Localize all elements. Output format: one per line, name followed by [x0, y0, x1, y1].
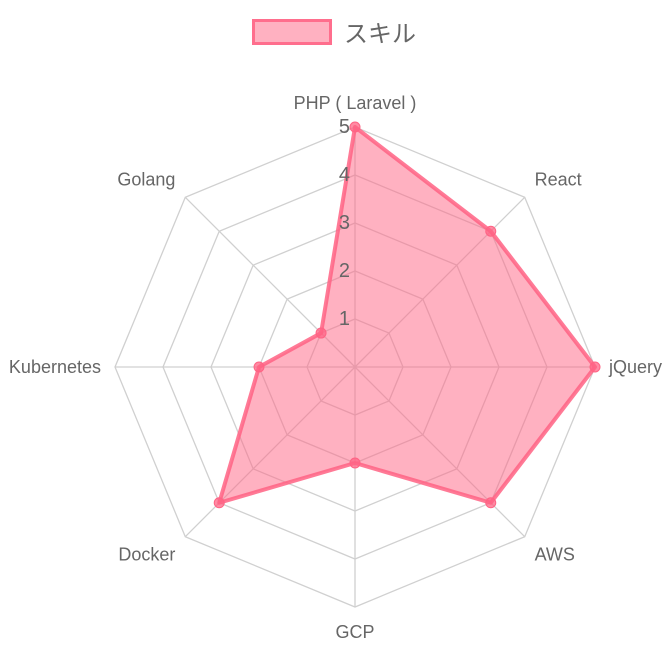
- legend[interactable]: スキル: [0, 14, 668, 49]
- tick-label: 2: [339, 260, 350, 282]
- tick-label: 5: [339, 116, 350, 138]
- data-point: [213, 497, 225, 509]
- category-label: PHP ( Laravel ): [294, 93, 417, 113]
- data-point: [349, 121, 361, 133]
- category-label: GCP: [335, 622, 374, 642]
- category-label: AWS: [535, 545, 575, 565]
- category-label: Kubernetes: [9, 357, 101, 377]
- legend-swatch: [252, 18, 332, 45]
- data-point: [315, 327, 327, 339]
- tick-label: 1: [339, 308, 350, 330]
- category-label: Golang: [117, 169, 175, 189]
- category-label: Docker: [118, 545, 175, 565]
- category-label: React: [535, 169, 582, 189]
- tick-label: 3: [339, 212, 350, 234]
- legend-label: スキル: [344, 21, 416, 48]
- data-point: [485, 497, 497, 509]
- data-point: [589, 361, 601, 373]
- data-point: [253, 361, 265, 373]
- category-label: jQuery: [608, 357, 662, 377]
- data-point: [485, 225, 497, 237]
- tick-label: 4: [339, 164, 350, 186]
- data-point: [349, 457, 361, 469]
